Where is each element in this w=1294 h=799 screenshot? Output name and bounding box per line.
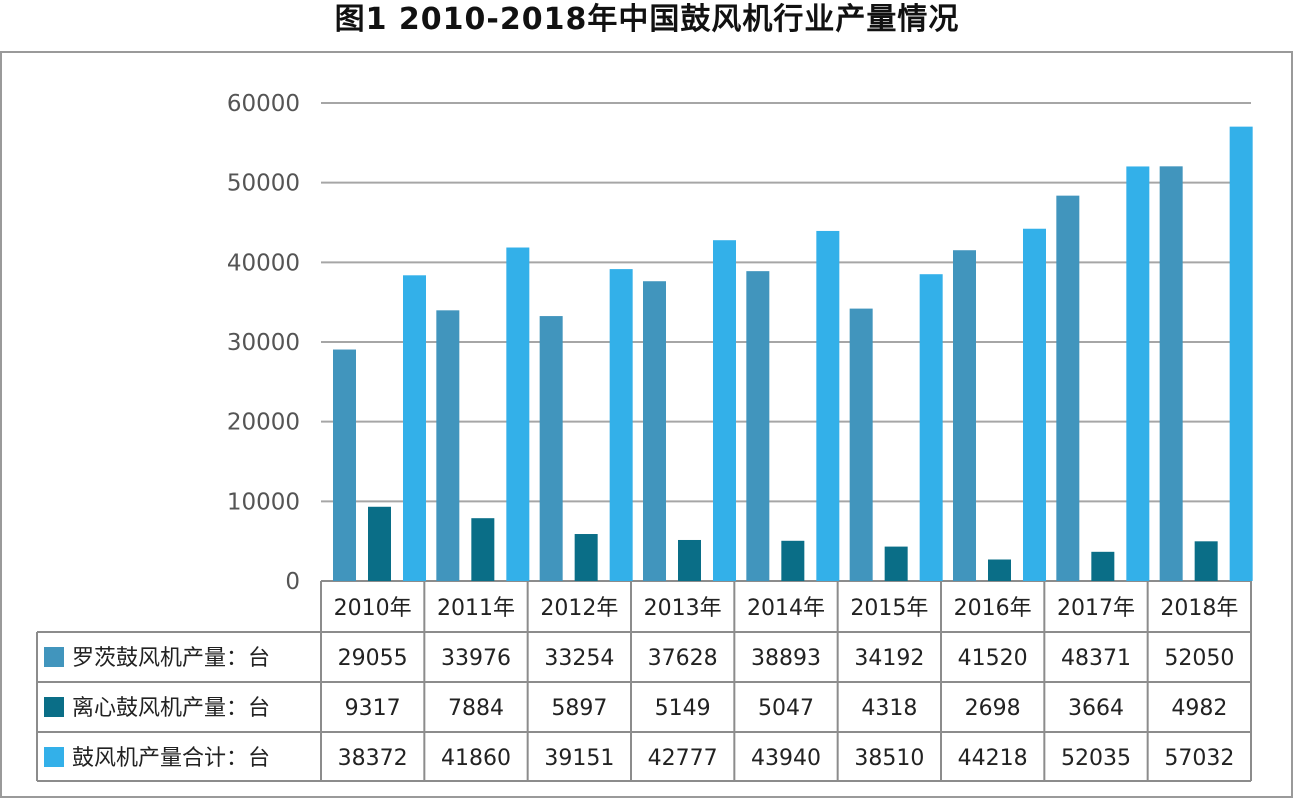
legend-entry: 罗茨鼓风机产量：台 — [72, 646, 270, 671]
y-tick-label: 0 — [285, 569, 300, 595]
bar-2 — [781, 540, 805, 581]
table-cell-value: 5149 — [655, 696, 711, 721]
x-tick-label: 2011年 — [437, 596, 515, 621]
table-cell-value: 4318 — [861, 696, 917, 721]
table-cell-value: 44218 — [958, 746, 1028, 771]
bar-1 — [436, 310, 460, 581]
table-cell-value: 38372 — [338, 746, 408, 771]
bar-1 — [746, 271, 770, 581]
table-cell-value: 38893 — [751, 646, 821, 671]
bars — [333, 126, 1253, 582]
legend-swatch — [44, 647, 64, 667]
bar-3 — [919, 274, 943, 581]
table-cell-value: 7884 — [448, 696, 504, 721]
bar-2 — [884, 546, 908, 581]
table-cell-value: 5897 — [551, 696, 607, 721]
bar-2 — [1194, 541, 1218, 581]
y-tick-label: 10000 — [227, 489, 300, 515]
bar-1 — [643, 281, 666, 581]
table-cell-value: 33976 — [441, 646, 511, 671]
bar-3 — [713, 240, 736, 581]
bar-3 — [1126, 166, 1150, 581]
y-tick-label: 30000 — [227, 330, 300, 356]
legend-swatch — [44, 697, 64, 717]
table-cell-value: 38510 — [854, 746, 924, 771]
bar-3 — [1229, 126, 1253, 581]
legend-swatch — [44, 747, 64, 767]
table-cell-value: 52050 — [1164, 646, 1234, 671]
bar-3 — [506, 247, 530, 582]
bar-2 — [678, 539, 701, 581]
x-tick-label: 2016年 — [954, 596, 1032, 621]
bar-3 — [403, 275, 426, 581]
bar-2 — [471, 518, 495, 581]
bar-2 — [1091, 551, 1115, 581]
data-table: 2010年 2011年 2012年 2013年 2014年 2015年 2016年 2017年… — [36, 581, 1252, 782]
bar-1 — [953, 250, 976, 581]
bar-3 — [609, 269, 633, 581]
table-cell-value: 41860 — [441, 746, 511, 771]
table-cell-value: 39151 — [544, 746, 614, 771]
table-cell-value: 41520 — [958, 646, 1028, 671]
table-cell-value: 48371 — [1061, 646, 1131, 671]
bar-1 — [1056, 195, 1080, 582]
y-tick-label: 50000 — [227, 171, 300, 197]
bar-2 — [368, 506, 391, 581]
table-cell-value: 43940 — [751, 746, 821, 771]
table-cell-value: 57032 — [1164, 746, 1234, 771]
legend-entry: 鼓风机产量合计：台 — [72, 746, 270, 771]
table-cell-value: 34192 — [854, 646, 924, 671]
grid-lines — [321, 102, 1251, 582]
bar-1 — [1159, 166, 1183, 581]
x-tick-label: 2010年 — [334, 596, 412, 621]
bar-2 — [574, 534, 598, 581]
table-cell-value: 33254 — [544, 646, 614, 671]
x-tick-label: 2018年 — [1160, 596, 1238, 621]
bar-3 — [816, 230, 840, 581]
x-tick-label: 2017年 — [1057, 596, 1135, 621]
chart-frame — [0, 51, 1293, 798]
table-cell-value: 2698 — [965, 696, 1021, 721]
x-tick-label: 2014年 — [747, 596, 825, 621]
y-tick-label: 60000 — [227, 91, 300, 117]
legend-entry: 离心鼓风机产量：台 — [72, 696, 270, 721]
x-tick-label: 2015年 — [850, 596, 928, 621]
table-cell-value: 4982 — [1171, 696, 1227, 721]
x-tick-label: 2012年 — [540, 596, 618, 621]
table-cell-value: 52035 — [1061, 746, 1131, 771]
bar-3 — [1023, 228, 1046, 582]
y-tick-label: 40000 — [227, 250, 300, 276]
y-tick-label: 20000 — [227, 410, 300, 436]
bar-2 — [988, 559, 1011, 581]
table-cell-value: 29055 — [338, 646, 408, 671]
table-cell-value: 5047 — [758, 696, 814, 721]
table-cell-value: 3664 — [1068, 696, 1124, 721]
table-cell-value: 9317 — [345, 696, 401, 721]
y-axis: 0 10000 20000 30000 40000 50000 60000 — [227, 91, 300, 595]
bar-1 — [333, 349, 356, 581]
bar-1 — [849, 308, 873, 581]
chart-title: 图1 2010-2018年中国鼓风机行业产量情况 — [334, 2, 960, 37]
table-cell-value: 42777 — [648, 746, 718, 771]
table-cell-value: 37628 — [648, 646, 718, 671]
bar-1 — [539, 316, 563, 581]
x-tick-label: 2013年 — [644, 596, 722, 621]
